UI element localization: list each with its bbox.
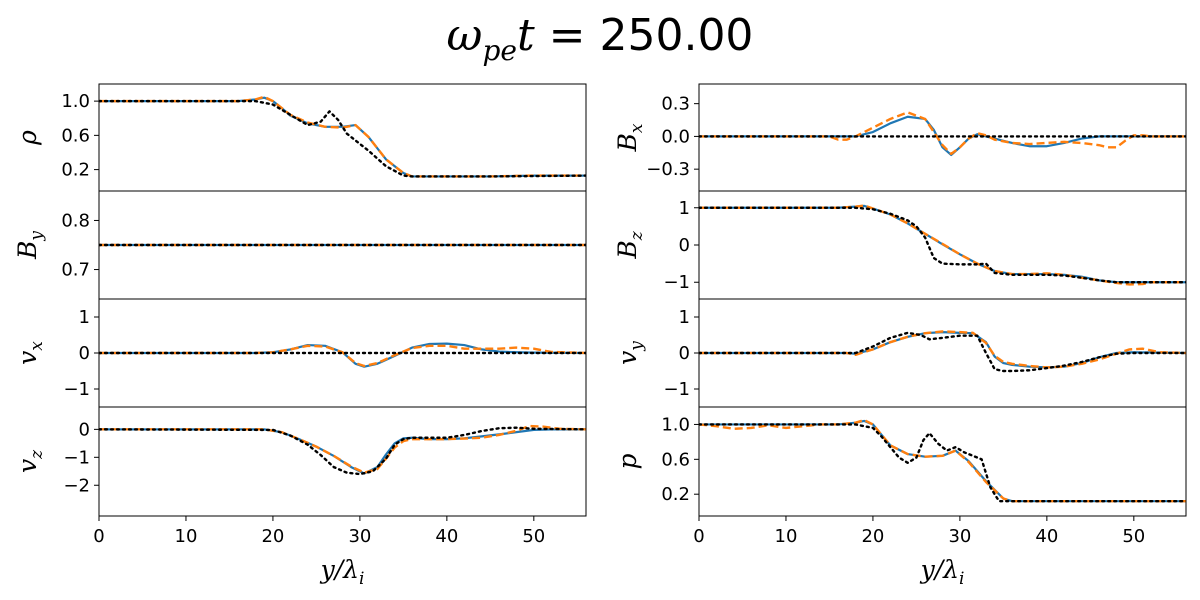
subplot-right-3: −1 0 1 vy <box>613 298 1187 408</box>
series-line-dotted-right-2 <box>699 206 1186 284</box>
x-tick-label: 50 <box>1122 526 1145 547</box>
series-line-dotted-left-1 <box>99 99 586 178</box>
subplot-right-4: 0.2 0.6 1.0 0 10 20 30 40 50 p y/λi <box>613 406 1187 589</box>
y-axis-label--: ρ <box>13 130 42 146</box>
subplot-right-2: −1 0 1 Bz <box>613 190 1187 300</box>
x-tick-label: 20 <box>861 526 884 547</box>
y-tick-label: 0.8 <box>61 210 90 231</box>
y-tick-label: 0.6 <box>661 449 690 470</box>
x-axis-label: y/λi <box>320 555 365 589</box>
y-tick-label: 1.0 <box>61 91 90 112</box>
y-tick-label: 0 <box>79 343 90 364</box>
subplot-left-3: −1 0 1 vx <box>13 298 587 408</box>
subplot-right-1: −0.3 0.0 0.3 Bx <box>613 83 1187 192</box>
y-tick-label: 1.0 <box>661 414 690 435</box>
y-tick-label: 0 <box>679 235 690 256</box>
x-tick-label: 0 <box>693 526 704 547</box>
x-tick-label: 20 <box>261 526 284 547</box>
y-axis-label-v-y: vy <box>613 341 647 365</box>
x-tick-label: 10 <box>175 526 198 547</box>
subplot-left-1: 0.2 0.6 1.0 ρ <box>13 83 587 192</box>
y-axis-label-p: p <box>613 453 642 469</box>
y-axis-label-v-z: vz <box>13 449 47 473</box>
y-tick-label: −1 <box>63 447 90 468</box>
y-tick-label: −1 <box>663 272 690 293</box>
y-tick-label: 0.3 <box>661 94 690 115</box>
y-axis-label-b-z: Bz <box>613 230 647 259</box>
figure-title: ωpet = 250.00 <box>447 10 754 67</box>
axes-frame-right-4 <box>698 406 1187 517</box>
y-tick-label: 0.2 <box>61 160 90 181</box>
y-tick-label: 0.0 <box>661 126 690 147</box>
series-line-dashed-right-2 <box>699 204 1186 286</box>
subplot-left-4: −2 −1 0 0 10 20 30 40 50 vz y/λi <box>13 406 587 589</box>
series-line-solid-left-4 <box>99 428 586 475</box>
subplot-left-2: 0.7 0.8 By <box>13 190 587 300</box>
y-tick-label: 0.6 <box>61 125 90 146</box>
y-tick-label: −2 <box>63 475 90 496</box>
series-line-dashed-right-1 <box>699 111 1186 156</box>
series-line-dotted-left-4 <box>99 426 586 476</box>
y-axis-label-v-x: vx <box>13 341 47 365</box>
y-tick-label: 1 <box>679 307 690 328</box>
y-tick-label: 0.7 <box>61 260 90 281</box>
x-tick-label: 30 <box>948 526 971 547</box>
x-tick-label: 50 <box>522 526 545 547</box>
series-line-dashed-right-3 <box>699 330 1186 369</box>
series-line-dashed-right-4 <box>699 418 1186 503</box>
series-line-solid-right-4 <box>699 419 1186 503</box>
series-line-dotted-right-4 <box>699 423 1186 503</box>
x-tick-label: 0 <box>93 526 104 547</box>
y-axis-label-b-y: By <box>13 231 47 260</box>
y-tick-label: −1 <box>63 379 90 400</box>
series-line-dashed-left-4 <box>99 424 586 474</box>
x-tick-label: 10 <box>775 526 798 547</box>
x-axis-label: y/λi <box>920 555 965 589</box>
y-tick-label: 1 <box>79 307 90 328</box>
x-tick-label: 40 <box>435 526 458 547</box>
y-tick-label: −1 <box>663 379 690 400</box>
y-tick-label: 0.2 <box>661 484 690 505</box>
y-tick-label: −0.3 <box>646 159 690 180</box>
series-line-solid-left-1 <box>99 96 586 178</box>
x-tick-label: 40 <box>1035 526 1058 547</box>
series-line-dotted-right-3 <box>699 331 1186 373</box>
axes-frame-left-4 <box>98 406 587 517</box>
series-line-dashed-left-1 <box>99 95 586 178</box>
series-line-dashed-left-3 <box>99 344 586 368</box>
y-axis-label-b-x: Bx <box>613 123 647 152</box>
y-tick-label: 0 <box>679 343 690 364</box>
y-tick-label: 0 <box>79 419 90 440</box>
y-tick-label: 1 <box>679 198 690 219</box>
x-tick-label: 30 <box>348 526 371 547</box>
